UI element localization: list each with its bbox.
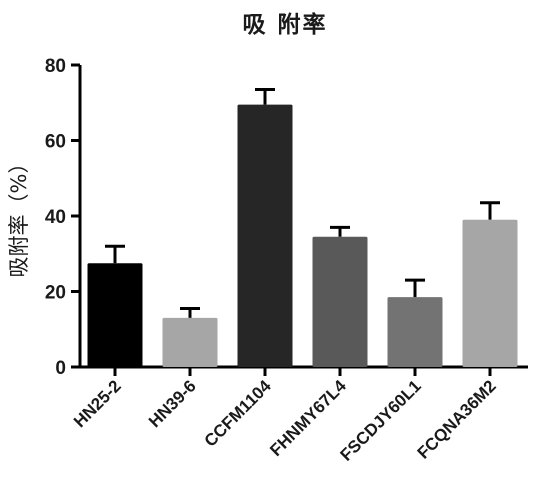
bar [387,297,443,367]
chart-title: 吸 附率 [242,11,327,38]
y-tick-label: 80 [45,56,66,77]
y-tick-label: 60 [45,132,66,153]
x-tick-label: CCFM1104 [201,376,276,451]
bar [312,236,368,367]
plot-area: 0 20 40 60 80 HN25-2 HN39-6 CCFM1104FHNMY67L4FS… [45,56,528,465]
x-tick-label: HN39-6 [145,376,200,431]
y-tick-label: 0 [55,358,66,379]
y-tick-label: 40 [45,207,66,228]
x-tick-label: HN25-2 [70,376,125,431]
y-axis-label: 吸附率（%） [7,153,31,278]
bar [462,219,518,367]
y-tick-label: 20 [45,283,66,304]
bar [87,263,143,367]
x-tick-label: FHNMY67L4 [266,376,350,460]
bar [237,104,293,367]
x-tick-label: FCQNA36M2 [414,376,500,462]
x-tick-label: FSCDJY60L1 [337,376,425,464]
bar [162,317,218,367]
